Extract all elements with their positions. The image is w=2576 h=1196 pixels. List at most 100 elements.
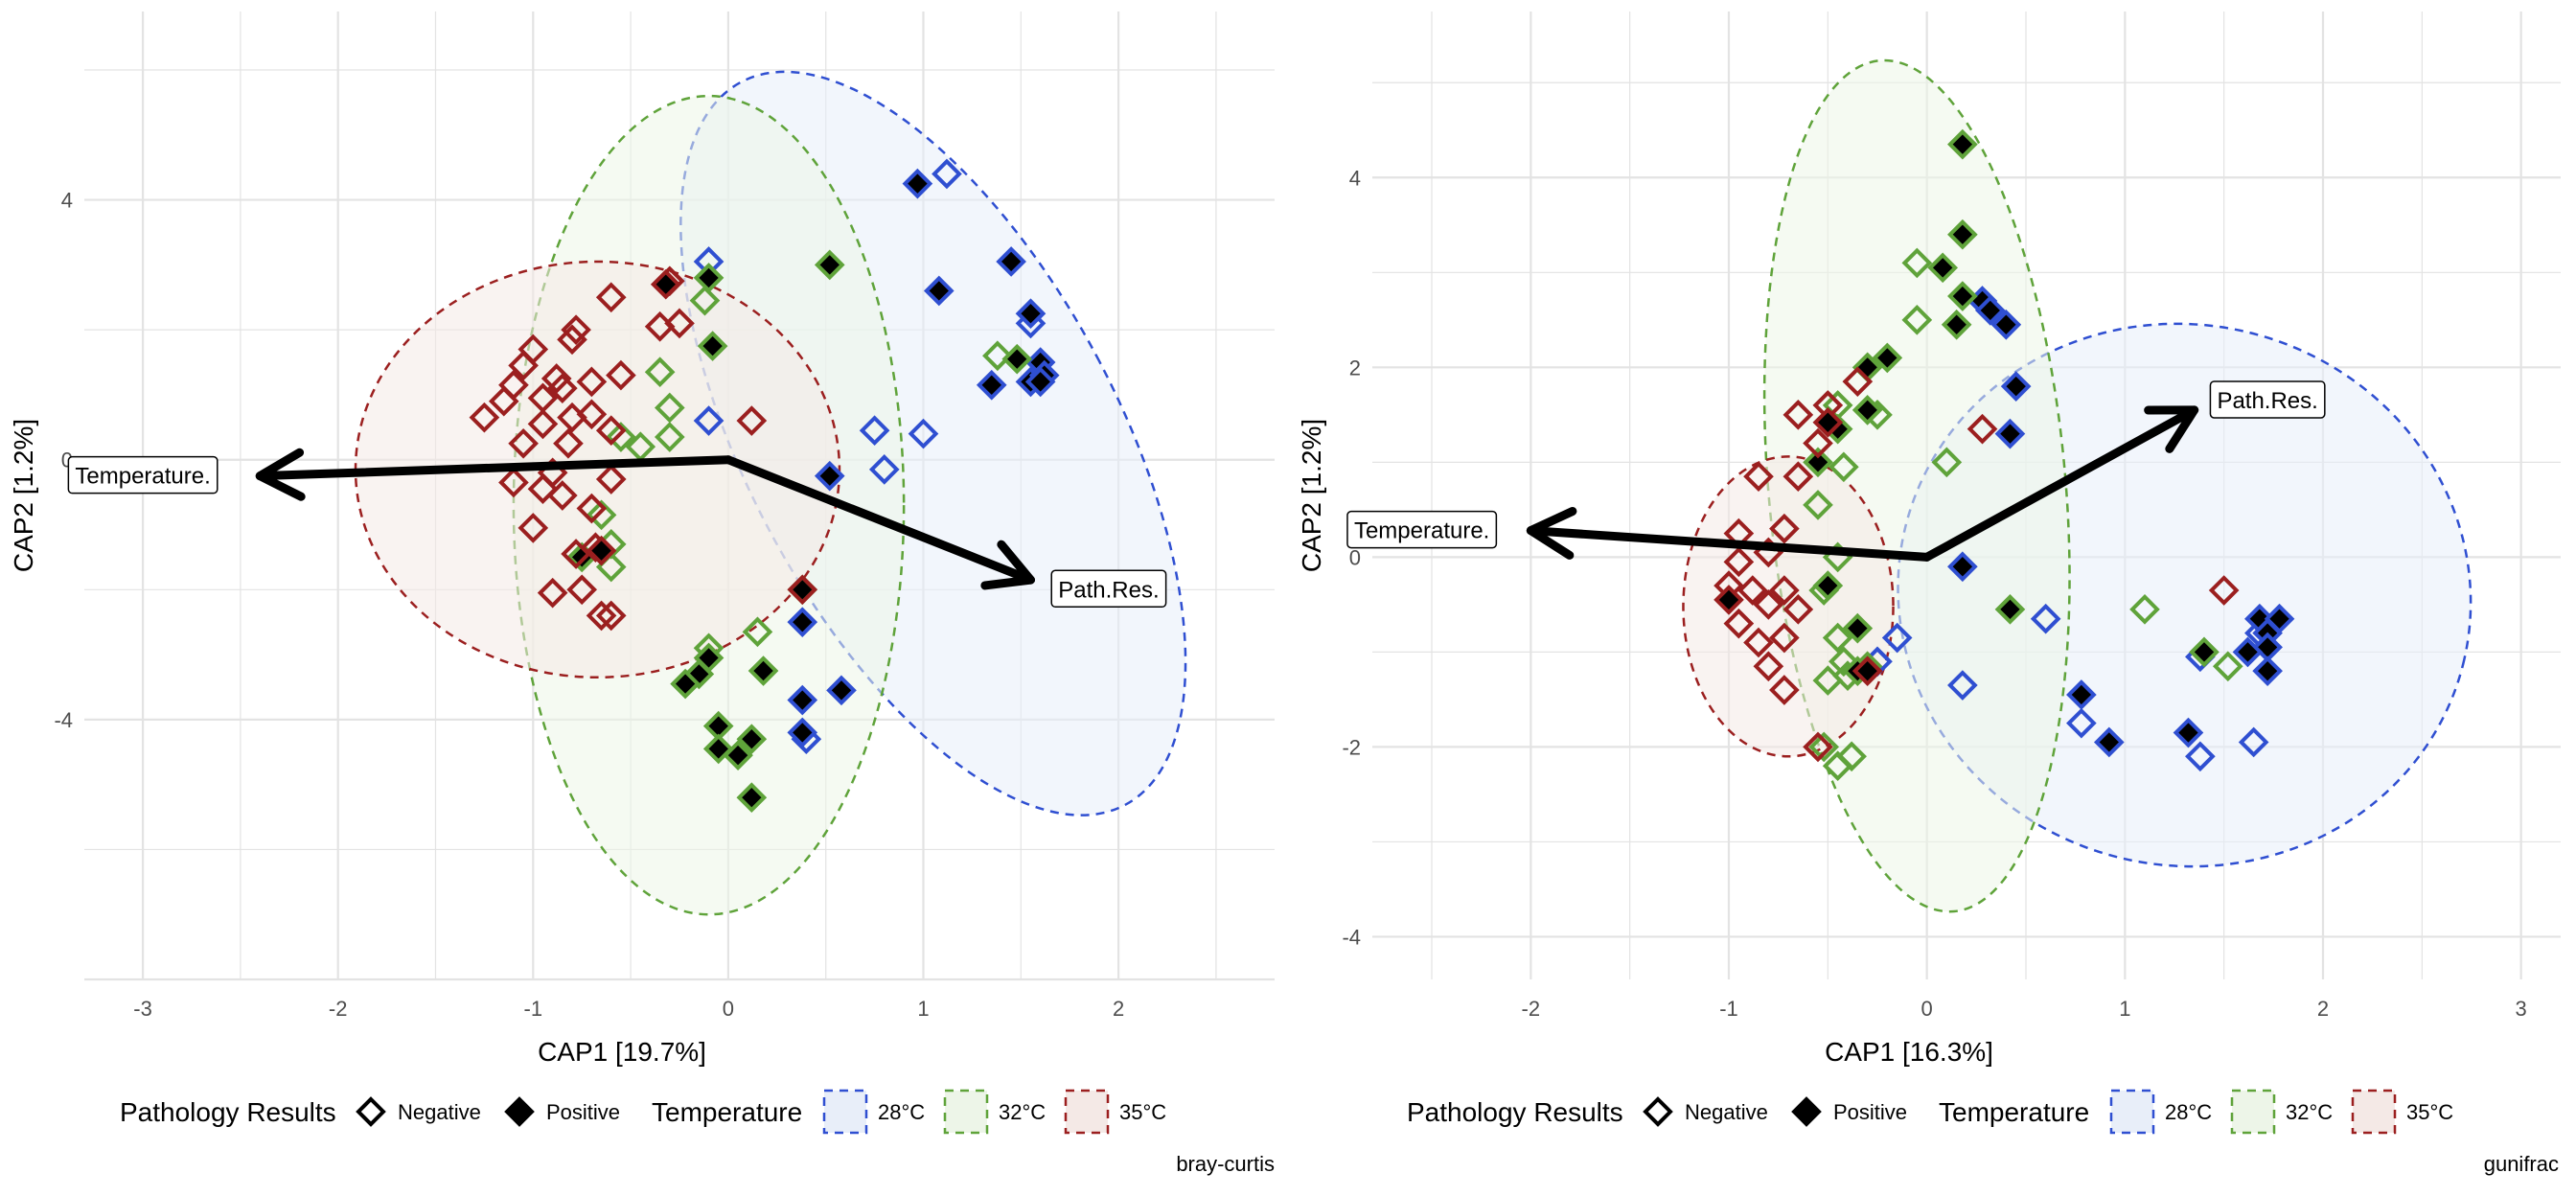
arrow-head	[1526, 506, 1577, 560]
data-point	[1947, 128, 1978, 160]
legend-key-32c	[2230, 1089, 2276, 1135]
data-point	[1994, 418, 2026, 449]
data-point	[664, 308, 695, 339]
data-point	[540, 363, 572, 394]
x-tick-label: 1	[2119, 997, 2130, 1021]
data-point	[1803, 427, 1833, 459]
legend-title-temperature: Temperature	[1939, 1097, 2089, 1127]
data-point	[1782, 400, 1814, 430]
x-tick-label: -1	[1719, 997, 1738, 1021]
data-point	[498, 467, 529, 498]
data-point	[736, 405, 768, 436]
data-point	[1743, 627, 1774, 658]
legend-key-35c	[2351, 1089, 2397, 1135]
data-point	[1803, 447, 1833, 478]
data-point	[547, 480, 578, 511]
data-point	[787, 607, 818, 638]
data-point	[932, 158, 962, 190]
legend-label-35c: 35°C	[1119, 1100, 1166, 1124]
data-point	[748, 656, 779, 686]
legend-label-28c: 28°C	[2165, 1100, 2212, 1124]
arrow-label-box	[1050, 569, 1167, 609]
data-point	[1994, 593, 2026, 625]
data-point	[976, 369, 1007, 401]
data-point	[650, 268, 681, 300]
data-point	[1974, 295, 2006, 326]
data-point	[814, 249, 845, 281]
arrow-label: Path.Res.	[1050, 569, 1167, 609]
data-point	[1769, 675, 1800, 705]
data-point	[1769, 622, 1800, 654]
caption: gunifrac	[2484, 1152, 2559, 1176]
series-35c-positive	[1714, 406, 1883, 687]
data-point	[1941, 309, 1972, 340]
legend-key-positive	[1791, 1096, 1822, 1127]
data-point	[508, 350, 539, 381]
data-point	[742, 616, 773, 648]
data-point	[996, 246, 1026, 277]
legend-key-28c	[2109, 1089, 2155, 1135]
panel-gunifrac: -2 -1 0 1 2 3 -4 -2 0 2 4 CAP1 [16.3%] CAP2 [1.2%] Te…	[1297, 12, 2561, 1176]
series-35c-positive	[586, 268, 681, 566]
y-tick-label: -2	[1342, 735, 1361, 759]
data-point	[606, 422, 636, 452]
legend-label-35c: 35°C	[2406, 1100, 2453, 1124]
data-point	[1881, 622, 1913, 654]
data-point	[787, 717, 818, 748]
data-point	[527, 408, 559, 440]
data-point	[1901, 247, 1933, 279]
data-point	[1828, 451, 1859, 483]
data-point	[586, 535, 617, 566]
legend-key-positive	[504, 1096, 535, 1127]
data-point	[787, 684, 818, 716]
arrow-label: Temperature.	[1346, 510, 1498, 549]
data-point	[1852, 656, 1883, 687]
data-point	[826, 675, 857, 706]
data-point	[1743, 461, 1774, 493]
arrow-label-box	[1346, 510, 1498, 549]
data-point	[606, 359, 636, 391]
data-point	[547, 373, 578, 403]
data-point	[736, 724, 768, 755]
data-point	[576, 399, 608, 430]
data-point	[1947, 670, 1978, 701]
data-point	[689, 285, 721, 316]
legend-title-temperature: Temperature	[652, 1097, 802, 1127]
data-point	[1024, 366, 1056, 398]
legend-label-positive: Positive	[1833, 1100, 1907, 1124]
data-point	[670, 668, 701, 700]
legend-label-32c: 32°C	[2286, 1100, 2333, 1124]
data-point	[1990, 309, 2022, 340]
data-point	[697, 331, 728, 361]
data-point	[1753, 651, 1784, 682]
y-tick-label: 0	[1349, 545, 1361, 569]
legend-label-28c: 28°C	[878, 1100, 925, 1124]
y-tick-label: -4	[1342, 925, 1361, 949]
data-point	[1808, 731, 1840, 763]
data-point	[2212, 651, 2243, 682]
legend-key-negative	[356, 1096, 386, 1127]
data-point	[1769, 575, 1800, 606]
arrow-shaft	[724, 455, 1035, 585]
data-point	[923, 275, 954, 307]
data-point	[518, 513, 549, 543]
data-point	[2129, 593, 2160, 625]
data-point	[2000, 371, 2032, 402]
legend-key-negative	[1643, 1096, 1673, 1127]
data-point	[2066, 707, 2097, 739]
data-point	[736, 782, 768, 814]
data-point	[2093, 726, 2125, 758]
legend: Pathology Results Negative Positive Tempera…	[1407, 1089, 2453, 1135]
x-tick-label: 2	[1113, 997, 1124, 1021]
data-point	[488, 385, 519, 417]
data-point	[2264, 603, 2295, 634]
data-point	[508, 427, 539, 459]
arrow-label: Path.Res.	[2209, 380, 2326, 419]
data-point	[553, 427, 584, 459]
data-point	[2030, 603, 2061, 634]
y-tick-label: 4	[1349, 166, 1361, 190]
legend-key-35c	[1064, 1089, 1110, 1135]
arrow-shaft	[1922, 405, 2199, 562]
data-point	[2185, 741, 2216, 772]
